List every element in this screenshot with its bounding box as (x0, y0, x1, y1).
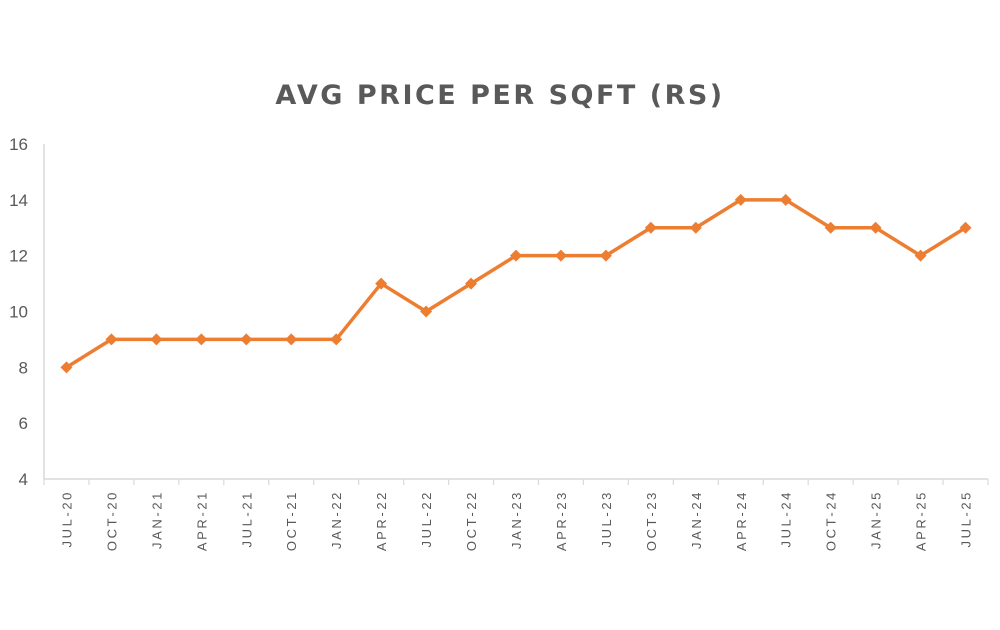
diamond-marker-icon (599, 249, 612, 262)
diamond-marker-icon (420, 305, 433, 318)
x-tick-label: APR-22 (374, 490, 389, 551)
diamond-marker-icon (60, 361, 73, 374)
x-tick-label: JUL-25 (959, 490, 974, 548)
diamond-marker-icon (465, 277, 478, 290)
y-tick-label: 12 (9, 247, 28, 266)
x-tick-label: JUL-24 (779, 490, 794, 548)
x-tick-label: APR-23 (554, 490, 569, 551)
x-tick-label: OCT-24 (824, 490, 839, 551)
x-tick-label: JUL-20 (59, 490, 74, 548)
x-tick-label: JAN-24 (689, 490, 704, 549)
x-tick-label: JAN-23 (509, 490, 524, 549)
diamond-marker-icon (375, 277, 388, 290)
diamond-marker-icon (734, 193, 747, 206)
diamond-marker-icon (689, 221, 702, 234)
y-tick-label: 8 (19, 358, 28, 377)
y-tick-label: 16 (9, 135, 28, 154)
x-tick-label: APR-24 (734, 490, 749, 551)
series-markers (60, 193, 972, 374)
x-tick-label: OCT-21 (284, 490, 299, 551)
diamond-marker-icon (869, 221, 882, 234)
x-tick-label: JUL-21 (239, 490, 254, 548)
x-tick-label: JAN-21 (149, 490, 164, 549)
x-tick-label: APR-25 (914, 490, 929, 551)
diamond-marker-icon (240, 333, 253, 346)
x-axis-tick-marks (43, 479, 989, 485)
x-tick-label: JAN-22 (329, 490, 344, 549)
chart-title: AVG PRICE PER SQFT (RS) (275, 80, 725, 111)
x-tick-label: JUL-23 (599, 490, 614, 548)
y-tick-label: 6 (19, 414, 28, 433)
x-tick-label: OCT-20 (104, 490, 119, 551)
diamond-marker-icon (150, 333, 163, 346)
diamond-marker-icon (285, 333, 298, 346)
diamond-marker-icon (824, 221, 837, 234)
diamond-marker-icon (510, 249, 522, 262)
y-axis-tick-labels: 4 6 8 10 12 14 16 (9, 135, 28, 489)
x-tick-label: OCT-23 (644, 490, 659, 551)
diamond-marker-icon (554, 249, 567, 262)
x-tick-label: OCT-22 (464, 490, 479, 551)
x-tick-label: JUL-22 (419, 490, 434, 548)
y-tick-label: 10 (9, 303, 28, 322)
y-tick-label: 14 (9, 191, 28, 210)
x-axis-tick-labels: JUL-20 OCT-20 JAN-21 APR-21 JUL-21 OCT-21 JAN-… (59, 490, 973, 551)
diamond-marker-icon (105, 333, 118, 346)
diamond-marker-icon (330, 333, 343, 346)
diamond-marker-icon (914, 249, 927, 262)
diamond-marker-icon (644, 221, 657, 234)
y-tick-label: 4 (19, 470, 28, 489)
x-tick-label: JAN-25 (869, 490, 884, 549)
diamond-marker-icon (779, 193, 792, 206)
diamond-marker-icon (195, 333, 208, 346)
diamond-marker-icon (959, 221, 972, 234)
x-tick-label: APR-21 (194, 490, 209, 551)
